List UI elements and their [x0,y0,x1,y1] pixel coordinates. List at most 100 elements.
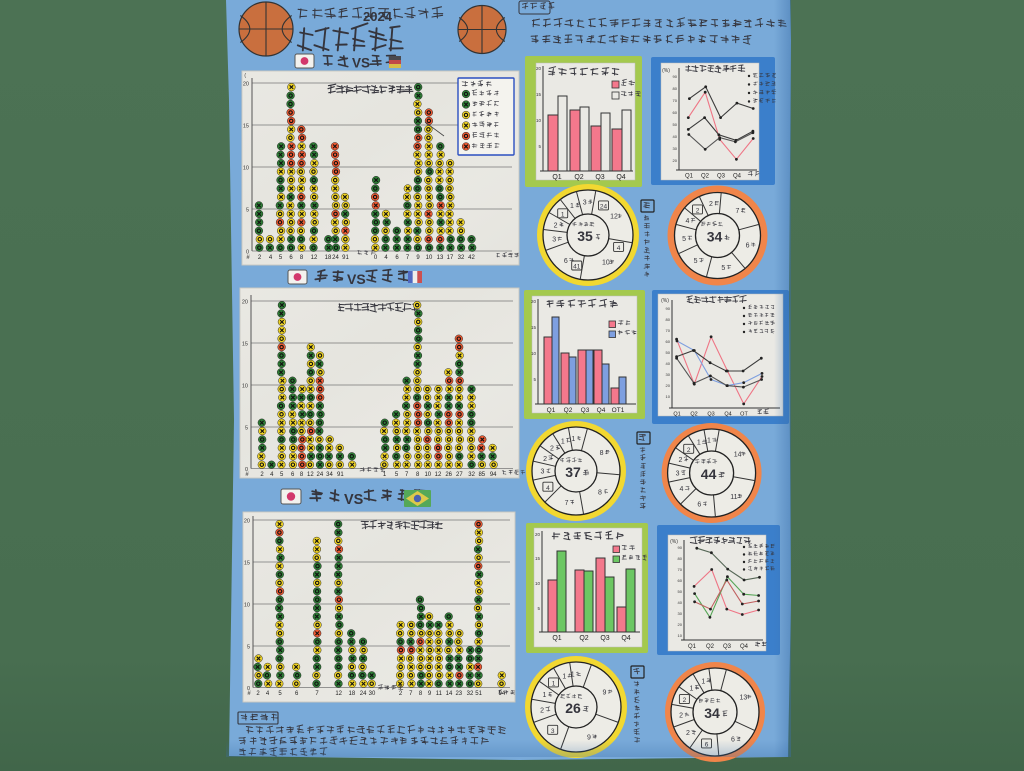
svg-text:8: 8 [419,691,423,697]
svg-text:35: 35 [577,228,593,244]
svg-text:(%): (%) [661,298,669,304]
svg-text:60: 60 [673,110,678,115]
svg-text:1: 1 [552,680,556,687]
svg-text:Q1: Q1 [552,174,561,181]
svg-text:15: 15 [244,561,250,567]
svg-text:4: 4 [546,485,550,492]
svg-text:10: 10 [244,603,250,609]
svg-text:Q4: Q4 [621,635,630,642]
svg-text:15: 15 [242,342,248,348]
svg-text:10: 10 [535,581,541,586]
svg-text:1: 1 [697,440,701,447]
svg-text:91: 91 [342,255,349,261]
svg-text:44: 44 [701,466,717,482]
svg-text:24: 24 [600,203,608,210]
svg-text:12: 12 [435,472,442,478]
svg-text:6: 6 [697,502,701,509]
svg-text:14: 14 [446,691,453,697]
svg-text:34: 34 [704,705,720,721]
svg-text:Q1: Q1 [685,174,694,180]
svg-text:5: 5 [538,144,541,149]
svg-text:10: 10 [424,472,431,478]
svg-text:40: 40 [673,134,678,139]
svg-text:27: 27 [456,472,463,478]
svg-text:10: 10 [602,260,610,267]
svg-text:12: 12 [335,691,342,697]
svg-text:50: 50 [666,350,671,355]
svg-text:3: 3 [541,469,545,476]
svg-text:12: 12 [610,214,618,221]
svg-text:20: 20 [673,158,678,163]
svg-text:(%): (%) [662,68,670,74]
svg-text:13: 13 [437,255,444,261]
svg-text:37: 37 [565,464,581,480]
svg-text:#: # [247,691,251,697]
svg-text:Q1: Q1 [673,412,680,418]
svg-text:5: 5 [279,255,283,261]
svg-text:5: 5 [278,691,282,697]
svg-text:6: 6 [746,243,750,250]
svg-text:32: 32 [458,255,465,261]
svg-text:4: 4 [266,691,270,697]
svg-text:2: 2 [540,707,544,714]
svg-text:11: 11 [436,691,443,697]
svg-text:(%): (%) [670,539,678,545]
svg-text:8: 8 [600,450,604,457]
svg-text:8: 8 [598,489,602,496]
svg-text:80: 80 [673,86,678,91]
svg-text:15: 15 [535,556,541,561]
svg-text:20: 20 [531,299,537,304]
svg-text:OT: OT [740,412,748,418]
svg-text:VS: VS [347,271,366,287]
svg-text:8: 8 [416,472,420,478]
svg-text:OT1: OT1 [612,407,625,414]
svg-text:1: 1 [383,472,387,478]
svg-text:Q2: Q2 [564,407,573,414]
svg-text:4: 4 [384,255,388,261]
svg-text:5: 5 [245,426,248,432]
svg-text:Q4: Q4 [724,412,731,418]
svg-text:1: 1 [701,678,705,685]
svg-text:Q2: Q2 [574,174,583,181]
svg-text:6: 6 [291,472,295,478]
svg-text:24: 24 [360,691,367,697]
svg-text:Q2: Q2 [706,644,715,650]
svg-text:Q3: Q3 [707,412,714,418]
svg-text:34: 34 [707,229,723,245]
svg-text:Q4: Q4 [740,644,749,650]
svg-text:13: 13 [740,695,748,702]
svg-text:1: 1 [571,436,575,443]
svg-text:5: 5 [395,472,399,478]
svg-text:32: 32 [468,472,475,478]
svg-text:2: 2 [696,207,700,214]
svg-text:34: 34 [326,472,333,478]
svg-text:8: 8 [300,472,304,478]
svg-text:4: 4 [686,218,690,225]
svg-text:5: 5 [537,606,540,611]
svg-text:15: 15 [243,124,249,130]
svg-text:6: 6 [295,691,299,697]
svg-text:10: 10 [426,255,433,261]
svg-text:20: 20 [536,66,542,71]
svg-text:90: 90 [673,74,678,79]
svg-text:Q3: Q3 [717,174,726,180]
svg-text:14: 14 [734,452,742,459]
svg-text:4: 4 [617,245,621,252]
svg-text:1: 1 [561,438,565,445]
svg-text:1: 1 [562,673,566,680]
svg-text:Q4: Q4 [733,174,742,180]
svg-text:9: 9 [428,691,432,697]
svg-text:2: 2 [554,222,558,229]
svg-text:30: 30 [673,146,678,151]
svg-text:VS: VS [352,56,370,71]
svg-text:5: 5 [247,645,250,651]
svg-text:#: # [245,472,249,478]
svg-text:5: 5 [694,258,698,265]
svg-text:5: 5 [280,472,284,478]
svg-text:2: 2 [683,697,687,704]
svg-text:0: 0 [247,686,250,692]
svg-text:6: 6 [564,258,568,265]
svg-text:12: 12 [311,255,318,261]
svg-text:1: 1 [542,692,546,699]
svg-text:70: 70 [678,567,683,572]
